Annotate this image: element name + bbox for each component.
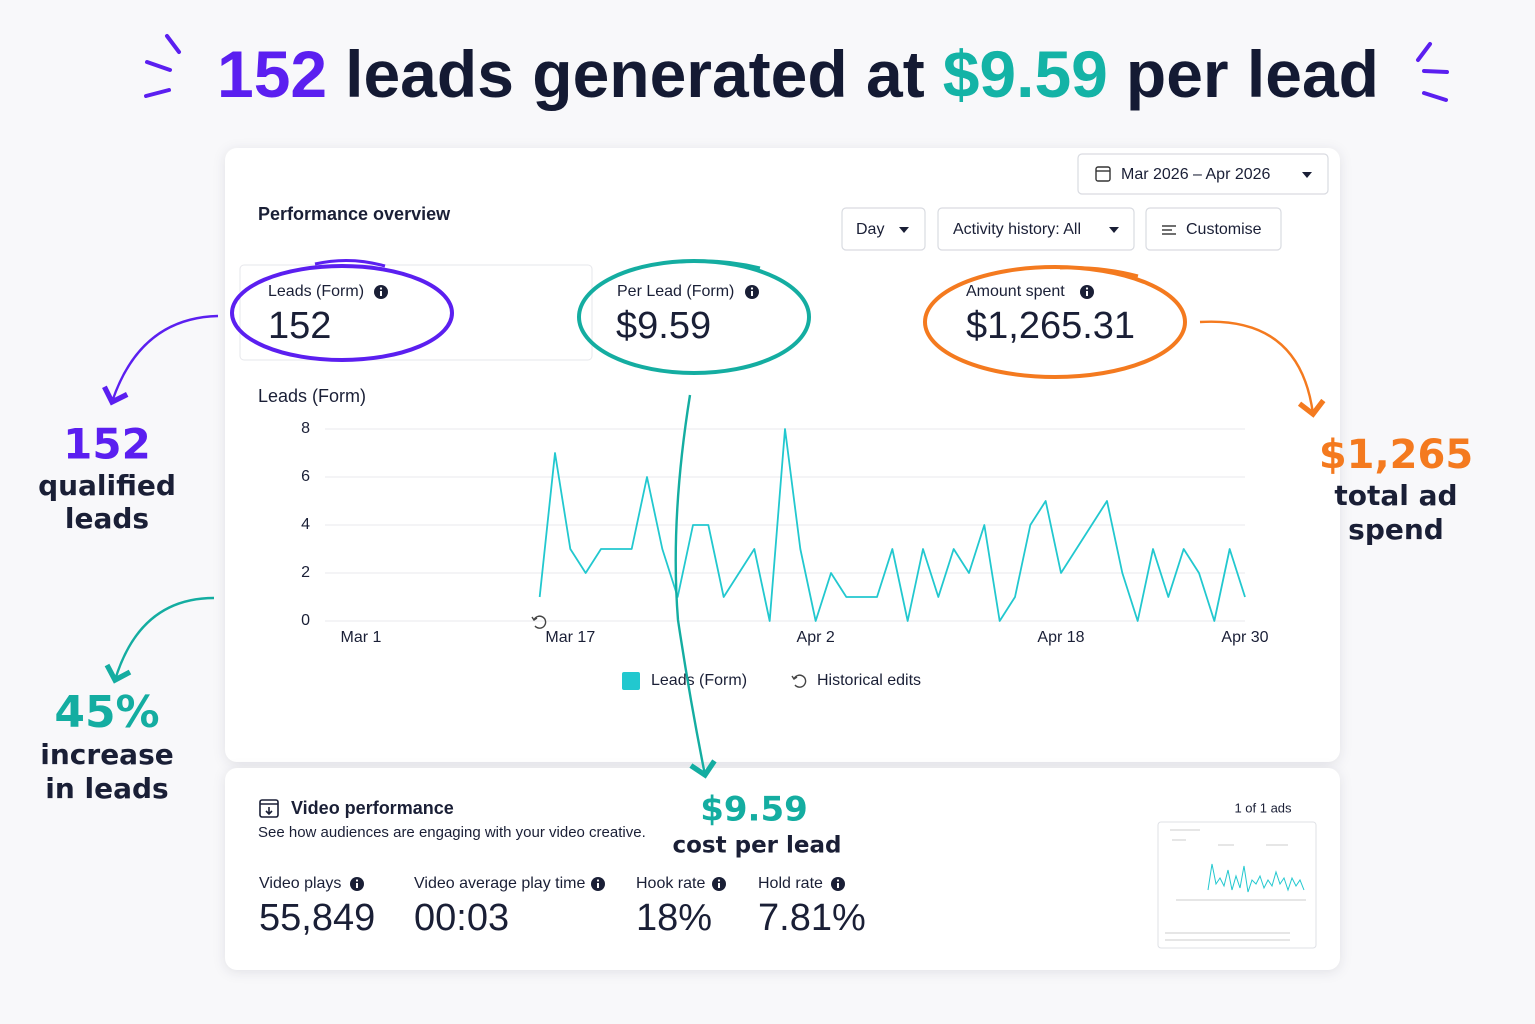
date-picker[interactable] — [1077, 153, 1329, 195]
series-line — [538, 428, 1246, 622]
metric-label: Leads (Form) — [268, 283, 364, 300]
video-metric-value: 55,849 — [259, 897, 375, 939]
annotation-text: cost per lead — [672, 833, 841, 859]
customise-icon — [1162, 225, 1176, 235]
y-tick-label: 0 — [301, 612, 310, 629]
headline: 152 leads generated at $9.59 per lead — [217, 37, 1379, 111]
metric-value: $9.59 — [616, 305, 711, 347]
legend-label: Leads (Form) — [651, 672, 747, 689]
video-metric-label: Hold rate — [758, 875, 823, 892]
metric-value: $1,265.31 — [966, 305, 1135, 347]
granularity-button[interactable] — [841, 207, 926, 251]
highlight-stroke — [314, 258, 386, 268]
annotation-text: increase — [40, 738, 173, 771]
video-metric-label: Video average play time — [414, 875, 585, 892]
x-tick-label: Mar 1 — [341, 629, 382, 646]
headline-sparks — [144, 34, 1449, 102]
activity-button[interactable] — [937, 207, 1135, 251]
annotation-arrow — [102, 314, 219, 406]
annotation-arrow — [674, 394, 717, 779]
annotation-text: leads — [65, 502, 149, 535]
annotation-text: total ad — [1334, 479, 1457, 512]
info-icon-dot — [379, 287, 383, 290]
annotation-text: in leads — [45, 772, 168, 805]
caret — [1109, 227, 1119, 233]
x-tick-label: Apr 2 — [797, 629, 835, 646]
date-range: Mar 2026 – Apr 2026 — [1121, 166, 1271, 183]
button-label: Day — [856, 221, 884, 238]
y-tick-label: 2 — [301, 564, 310, 581]
calendar-icon — [1095, 166, 1111, 182]
video-metrics: Video plays 55,849 Video average play time… — [259, 875, 866, 939]
annotation-text: spend — [1348, 513, 1444, 546]
info-icon-dot — [596, 879, 600, 882]
historical-edits-icon — [791, 674, 807, 688]
annotation-figure: $1,265 — [1319, 432, 1473, 478]
video-card — [225, 768, 1340, 970]
caret — [899, 227, 909, 233]
video-metric-label: Hook rate — [636, 875, 705, 892]
caret — [1302, 172, 1312, 178]
chart-title: Leads (Form) — [258, 386, 366, 406]
x-tick-label: Mar 17 — [545, 629, 595, 646]
headline-count: 152 — [217, 37, 327, 111]
metric-value: 152 — [268, 305, 331, 347]
headline-price: $9.59 — [943, 37, 1108, 111]
metric-label: Per Lead (Form) — [617, 283, 734, 300]
button-label: Activity history: All — [953, 221, 1081, 238]
info-icon-dot — [1085, 287, 1089, 290]
ad-thumbnail-content — [1165, 829, 1306, 941]
video-title: Video performance — [291, 798, 454, 818]
y-tick-label: 4 — [301, 516, 310, 533]
annotation-text: qualified — [38, 469, 176, 502]
section-title: Performance overview — [258, 204, 451, 224]
x-tick-label: Apr 18 — [1037, 629, 1084, 646]
video-subtitle: See how audiences are engaging with your… — [258, 824, 646, 841]
metric-box — [239, 264, 593, 361]
info-icon-dot — [750, 287, 754, 290]
headline-text: per lead — [1126, 37, 1379, 111]
video-metric-value: 18% — [636, 897, 712, 939]
legend-swatch — [622, 672, 640, 690]
annotation-figure: 45% — [54, 687, 159, 738]
highlight-circle — [230, 264, 454, 362]
video-metric-value: 7.81% — [758, 897, 866, 939]
video-metric-label: Video plays — [259, 875, 341, 892]
highlight-circle — [923, 265, 1187, 379]
chart: 0 2 4 6 8 Mar 1 Mar 17 Apr 2 Apr 18 Apr 30 — [301, 420, 1269, 646]
annotation-arrow — [104, 596, 215, 684]
y-tick-label: 6 — [301, 468, 310, 485]
ads-count: 1 of 1 ads — [1234, 800, 1292, 815]
video-icon — [259, 799, 279, 818]
ad-thumbnail[interactable] — [1157, 821, 1317, 949]
highlight-stroke — [679, 259, 761, 270]
annotation-arrow — [1199, 320, 1326, 418]
info-icon-dot — [836, 879, 840, 882]
historical-edit-marker — [531, 615, 547, 629]
annotation-figure: 152 — [63, 420, 151, 469]
button-label: Customise — [1186, 221, 1262, 238]
legend-label: Historical edits — [817, 672, 921, 689]
annotation-figure: $9.59 — [700, 790, 808, 830]
y-tick-label: 8 — [301, 420, 310, 437]
customise-button[interactable] — [1145, 207, 1282, 251]
info-icon-dot — [717, 879, 721, 882]
x-tick-label: Apr 30 — [1221, 629, 1268, 646]
metric-label: Amount spent — [966, 283, 1065, 300]
video-metric-value: 00:03 — [414, 897, 509, 939]
headline-text: leads generated at — [345, 37, 925, 111]
info-icon-dot — [355, 879, 359, 882]
highlight-stroke — [1059, 266, 1139, 278]
